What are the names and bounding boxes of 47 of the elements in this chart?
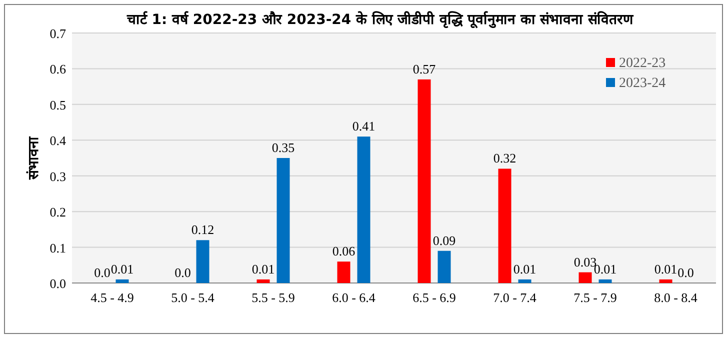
legend-label: 2022-23: [619, 56, 666, 71]
data-label: 0.01: [110, 261, 134, 276]
y-tick-label: 0.4: [50, 133, 66, 148]
x-tick-label: 5.0 - 5.4: [171, 290, 215, 305]
x-tick-label: 5.5 - 5.9: [252, 290, 295, 305]
y-tick-label: 0.7: [50, 26, 66, 41]
y-tick-label: 0.5: [50, 97, 66, 112]
bar: [418, 79, 431, 283]
data-label: 0.35: [272, 140, 295, 155]
y-tick-label: 0.1: [50, 240, 66, 256]
data-label: 0.01: [654, 261, 678, 276]
data-label: 0.57: [412, 61, 436, 76]
legend-label: 2023-24: [619, 76, 666, 91]
x-tick-label: 7.5 - 7.9: [574, 290, 617, 305]
bar: [518, 279, 532, 283]
data-label: 0.0: [174, 265, 191, 280]
data-label: 0.41: [352, 118, 376, 134]
bar: [276, 158, 290, 283]
bar: [578, 272, 592, 283]
data-label: 0.32: [493, 150, 516, 166]
bar: [116, 279, 129, 283]
bar: [357, 136, 370, 283]
bar: [196, 240, 210, 283]
chart-title: चार्ट 1: वर्ष 2022-23 और 2023-24 के लिए जीडीपी वृद्धि पूर्वानुमान का संभावना संवितरण: [126, 11, 634, 29]
x-tick-label: 8.0 - 8.4: [654, 290, 698, 305]
data-label: 0.01: [513, 261, 536, 276]
data-label: 0.06: [332, 244, 356, 259]
bar: [337, 262, 350, 283]
data-label: 0.0: [678, 265, 694, 280]
x-tick-label: 7.0 - 7.4: [493, 290, 537, 305]
data-label: 0.0: [94, 265, 110, 280]
y-tick-label: 0.6: [50, 62, 66, 77]
data-label: 0.01: [252, 261, 275, 276]
bar: [438, 250, 451, 283]
y-tick-label: 0.2: [50, 204, 66, 220]
x-tick-label: 6.5 - 6.9: [412, 290, 456, 305]
bar: [256, 279, 270, 283]
y-tick-label: 0.0: [50, 276, 66, 291]
x-tick-label: 6.0 - 6.4: [332, 290, 376, 305]
y-tick-label: 0.3: [50, 168, 66, 184]
y-axis-title: संभावना: [26, 136, 42, 180]
data-label: 0.09: [432, 232, 456, 248]
x-tick-label: 4.5 - 4.9: [90, 290, 134, 305]
data-label: 0.12: [191, 222, 214, 238]
bar: [498, 168, 512, 283]
bar: [659, 279, 672, 283]
bar: [598, 279, 612, 283]
